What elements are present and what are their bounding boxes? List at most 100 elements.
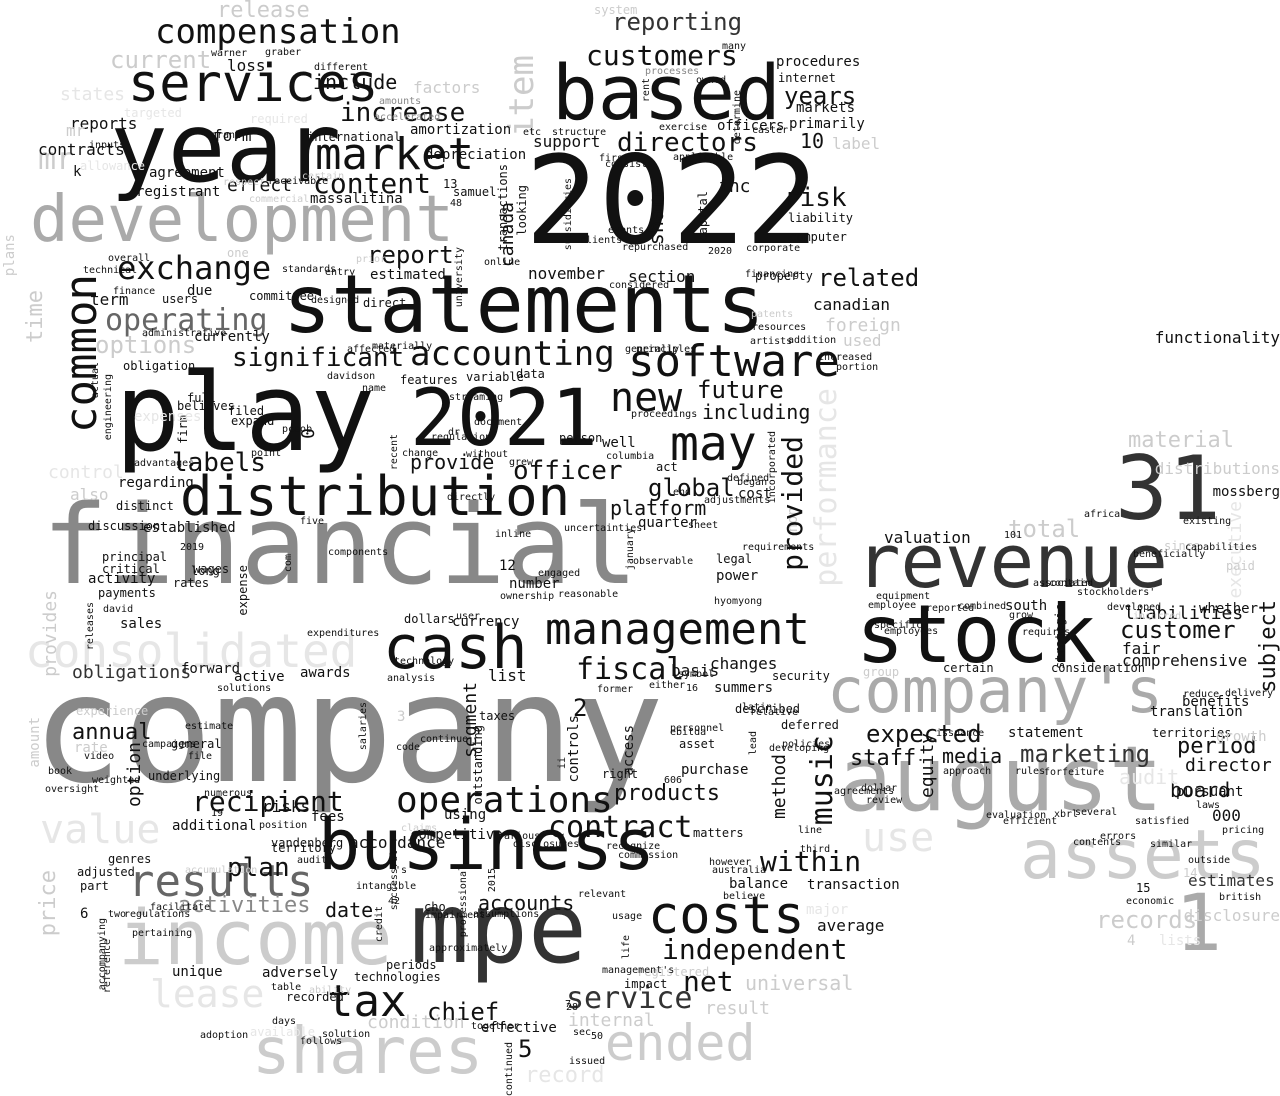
cloud-word: list bbox=[488, 666, 527, 685]
cloud-word: considered bbox=[609, 280, 670, 291]
cloud-word: efficient bbox=[1003, 816, 1058, 827]
cloud-word: contract bbox=[548, 810, 693, 845]
cloud-word: sec bbox=[573, 1027, 592, 1038]
cloud-word: period bbox=[1177, 734, 1257, 759]
cloud-word: 5 bbox=[518, 1035, 533, 1063]
cloud-word: contain bbox=[1049, 578, 1092, 589]
cloud-word: plans bbox=[2, 234, 18, 277]
cloud-word: 12 bbox=[499, 558, 516, 574]
cloud-word: operations bbox=[396, 780, 613, 821]
cloud-word: two bbox=[108, 909, 127, 920]
cloud-word: report bbox=[367, 241, 454, 269]
cloud-word: territories bbox=[1152, 726, 1232, 740]
cloud-word: first bbox=[599, 153, 630, 164]
cloud-word: 48 bbox=[450, 198, 463, 209]
cloud-word: 2021 bbox=[410, 374, 598, 464]
cloud-word: accordance bbox=[349, 833, 446, 852]
cloud-word: reported bbox=[926, 603, 975, 614]
cloud-word: hyomyong bbox=[714, 596, 763, 607]
cloud-word: 1 bbox=[1175, 879, 1222, 969]
cloud-word: 50 bbox=[591, 1031, 604, 1042]
cloud-word: development bbox=[30, 183, 454, 257]
cloud-word: balance bbox=[729, 876, 789, 892]
cloud-word: video bbox=[84, 751, 115, 762]
cloud-word: position bbox=[259, 820, 308, 831]
cloud-word: specific bbox=[874, 620, 923, 631]
cloud-word: amortization bbox=[410, 122, 512, 138]
cloud-word: distributions bbox=[1154, 459, 1280, 478]
cloud-word: events bbox=[608, 225, 645, 236]
cloud-word: registrant bbox=[136, 184, 221, 200]
cloud-word: engineering bbox=[103, 374, 114, 441]
cloud-word: life bbox=[621, 935, 632, 960]
cloud-word: equipment bbox=[876, 591, 931, 602]
cloud-word: 14 bbox=[1183, 866, 1198, 880]
cloud-word: british bbox=[1219, 892, 1262, 903]
cloud-word: processes bbox=[645, 66, 700, 77]
cloud-word: effect bbox=[227, 175, 293, 196]
cloud-word: recipient bbox=[192, 785, 344, 818]
cloud-word: vandenberg bbox=[271, 836, 344, 850]
cloud-word: pcaob bbox=[282, 424, 313, 435]
cloud-word: competitive bbox=[410, 827, 503, 843]
cloud-word: company's bbox=[827, 654, 1163, 727]
cloud-word: africa bbox=[1084, 509, 1121, 520]
cloud-word: canadian bbox=[813, 295, 891, 314]
cloud-word: repurchased bbox=[622, 242, 689, 253]
cloud-word: sheet bbox=[688, 520, 719, 531]
cloud-word: years bbox=[784, 82, 857, 110]
cloud-word: reduce bbox=[1183, 689, 1220, 700]
cloud-word: relative bbox=[750, 707, 799, 718]
cloud-word: mossberg bbox=[1212, 484, 1280, 500]
cloud-word: grant bbox=[211, 130, 242, 141]
cloud-word: platform bbox=[610, 496, 707, 520]
cloud-word: available bbox=[250, 1025, 316, 1039]
cloud-word: independent bbox=[662, 933, 848, 966]
cloud-word: 606 bbox=[664, 775, 683, 786]
cloud-word: customer bbox=[1120, 616, 1236, 644]
cloud-word: former bbox=[597, 684, 634, 695]
cloud-word: since bbox=[1164, 539, 1201, 553]
cloud-word: generally bbox=[625, 344, 680, 355]
cloud-word: depreciation bbox=[425, 147, 527, 163]
cloud-word: universal bbox=[745, 971, 854, 995]
cloud-word: act bbox=[656, 460, 678, 474]
cloud-word: control bbox=[48, 462, 124, 483]
cloud-word: risks bbox=[262, 797, 311, 816]
cloud-word: statement bbox=[1008, 725, 1084, 741]
cloud-word: streaming bbox=[449, 392, 504, 403]
cloud-word: service bbox=[566, 981, 693, 1016]
cloud-word: finance bbox=[113, 286, 156, 297]
cloud-word: include bbox=[313, 70, 398, 94]
cloud-word: obligations bbox=[72, 662, 192, 683]
cloud-word: also bbox=[70, 485, 109, 504]
cloud-word: contracts bbox=[38, 140, 125, 159]
cloud-word: 6 bbox=[80, 906, 89, 922]
cloud-word: markets bbox=[796, 100, 856, 116]
cloud-word: satisfied bbox=[1135, 816, 1190, 827]
cloud-word: november bbox=[528, 264, 606, 283]
cloud-word: 15 bbox=[1136, 881, 1151, 895]
cloud-word: audit bbox=[297, 855, 328, 866]
cloud-word: outside bbox=[1188, 855, 1231, 866]
cloud-word: underlying bbox=[148, 769, 221, 783]
cloud-word: portion bbox=[836, 362, 879, 373]
cloud-word: additional bbox=[172, 818, 257, 834]
cloud-word: issued bbox=[569, 1056, 606, 1067]
cloud-word: release bbox=[217, 0, 310, 23]
cloud-word: certain bbox=[943, 661, 994, 675]
cloud-word: accumulation bbox=[185, 865, 258, 876]
cloud-word: discussion bbox=[88, 519, 161, 533]
cloud-word: well bbox=[602, 435, 636, 451]
cloud-word: chief bbox=[427, 998, 500, 1026]
cloud-word: filed bbox=[228, 404, 265, 418]
cloud-word: consolidated bbox=[25, 624, 358, 678]
cloud-word: 7 bbox=[565, 999, 572, 1010]
cloud-word: pertaining bbox=[132, 928, 193, 939]
cloud-word: evaluation bbox=[986, 810, 1047, 821]
cloud-word: rates bbox=[173, 576, 210, 590]
cloud-word: established bbox=[143, 520, 236, 536]
cloud-word: performance bbox=[809, 388, 844, 587]
cloud-word: uncertainties bbox=[564, 523, 643, 534]
cloud-word: latin bbox=[742, 702, 773, 713]
